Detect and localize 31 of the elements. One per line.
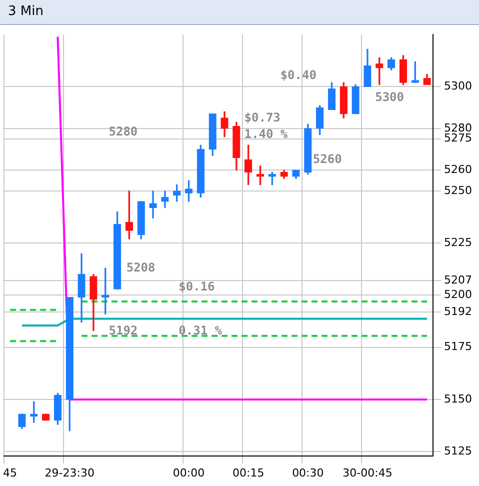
y-tick-label: 5280 [444, 121, 472, 134]
y-tick-label: 5300 [444, 80, 472, 93]
annotation: $0.40 [280, 68, 316, 82]
annotation: $0.16 [178, 279, 215, 294]
y-tick-label: 5125 [444, 444, 472, 458]
annotation: 5192 [108, 324, 138, 338]
x-tick-label: 00:00 [172, 466, 205, 480]
x-tick-label: 45 [3, 466, 18, 480]
annotation: 5280 [108, 124, 138, 138]
annotation: 5300 [375, 90, 404, 104]
x-tick-label: 30-00:45 [342, 466, 392, 480]
y-tick-label: 5175 [444, 340, 472, 354]
x-tick-label: 00:15 [232, 466, 264, 480]
y-tick-label: 5225 [444, 236, 472, 249]
annotation: 5208 [126, 260, 156, 274]
y-tick-label: 5200 [444, 288, 472, 302]
y-tick-label: 5260 [444, 162, 472, 176]
annotation: 0.31 % [178, 324, 223, 338]
y-tick-label: 5192 [444, 304, 472, 318]
y-tick-label: 5207 [444, 274, 472, 287]
y-tick-label: 5150 [444, 392, 472, 406]
candlestick [161, 190, 169, 208]
y-tick-label: 5250 [444, 184, 472, 197]
candlestick [149, 190, 157, 218]
annotation: $0.73 [244, 110, 280, 125]
x-tick-label: 29-23:30 [44, 466, 94, 480]
y-tick-label: 5275 [444, 132, 472, 145]
annotation: 1.40 % [244, 126, 288, 141]
chart-title: 3 Min [0, 0, 479, 25]
x-tick-label: 00:30 [292, 466, 324, 480]
annotation: 5260 [312, 152, 342, 166]
